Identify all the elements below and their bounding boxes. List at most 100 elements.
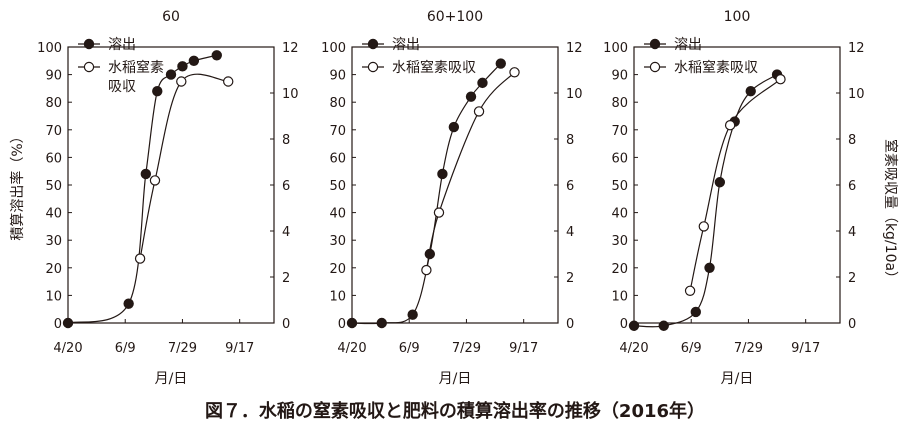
data-point-uptake [223,76,234,87]
y2-tick-label: 0 [282,317,290,332]
chart-title: 60 [162,9,180,25]
y2-tick-label: 8 [282,133,290,148]
y2-tick-label: 2 [282,271,290,286]
y-tick-label: 0 [338,317,346,332]
data-point-uptake [134,253,146,264]
legend-marker-open [649,61,661,73]
y-tick-label: 90 [329,69,346,84]
y-axis-label-right: 窒素吸収量（kg/10a） [882,139,899,285]
x-tick-label: 4/20 [619,341,648,356]
data-point-release [140,168,152,180]
y-tick-label: 100 [321,41,346,56]
y-tick-label: 10 [329,289,346,304]
data-point-uptake [775,73,786,85]
chart-panel-0: 60 0 10 20 30 40 50 60 70 80 90 100 0 2 4 6 8 10 12 4/20 6/9… [37,9,298,387]
legend-marker-open [83,61,95,73]
series-line [351,63,502,325]
data-point-release [346,317,358,329]
series-line [633,74,778,328]
y-tick-label: 30 [329,234,346,249]
data-point-uptake [149,175,161,186]
y-tick-label: 10 [45,289,62,304]
legend-label: 溶出 [674,37,702,53]
y-tick-label: 10 [611,289,628,304]
legend-marker-filled [83,38,95,50]
series-line [425,71,515,271]
y-tick-label: 60 [611,151,628,166]
data-point-release [437,168,448,180]
data-point-uptake [509,67,520,78]
series-line [67,54,217,324]
y-tick-label: 40 [329,207,346,222]
data-point-release [407,309,418,320]
data-point-uptake [433,207,445,218]
x-tick-label: 9/17 [509,341,538,356]
y2-tick-label: 6 [566,179,574,194]
y2-tick-label: 8 [848,133,856,148]
x-tick-label: 6/9 [399,341,420,356]
y2-tick-label: 0 [848,317,856,332]
x-tick-label: 7/29 [452,341,481,356]
y-tick-label: 70 [611,124,628,139]
x-tick-label: 4/20 [53,341,82,356]
y-tick-label: 90 [611,69,628,84]
y-tick-label: 30 [45,234,62,249]
y2-tick-label: 10 [566,87,583,102]
data-point-uptake [421,264,432,276]
y-tick-label: 50 [611,179,628,194]
y2-tick-label: 12 [282,41,299,56]
data-point-release [376,317,387,329]
data-point-release [188,55,200,67]
legend-label: 水稲窒素吸収 [392,59,476,76]
figure-svg: 積算溶出率（%） 窒素吸収量（kg/10a） 60010203040506070… [9,9,899,387]
series-line [139,73,229,259]
data-point-release [690,306,702,318]
legend-marker-filled [367,38,379,50]
y-tick-label: 70 [329,124,346,139]
data-point-release [704,262,715,273]
data-point-uptake [684,285,696,296]
y-tick-label: 60 [329,151,346,166]
x-tick-label: 9/17 [225,341,254,356]
y-tick-label: 80 [45,96,62,111]
data-point-release [165,69,177,80]
x-axis-label: 月/日 [155,371,188,387]
x-tick-label: 6/9 [681,341,702,356]
legend-marker-filled [649,38,661,50]
x-tick-label: 4/20 [337,341,366,356]
data-point-release [745,85,756,97]
series-line [689,78,781,291]
chart-panel-2: 100 0 10 20 30 40 50 60 70 80 90 100 0 2 4 6 8 10 12 4/20 6/… [603,9,864,387]
x-axis-label: 月/日 [721,371,754,387]
data-point-release [465,91,477,102]
x-tick-label: 7/29 [168,341,197,356]
y-tick-label: 20 [45,262,62,277]
data-point-release [152,85,163,97]
y2-tick-label: 10 [282,87,299,102]
data-point-release [211,50,222,61]
legend-label: 水稲窒素 [108,59,164,76]
y-tick-label: 60 [45,151,62,166]
plot-frame [351,46,559,324]
y-tick-label: 80 [611,96,628,111]
y-tick-label: 30 [611,234,628,249]
y2-tick-label: 8 [566,133,574,148]
data-point-release [62,317,74,329]
y2-tick-label: 12 [566,41,583,56]
x-axis-label: 月/日 [439,371,472,387]
y2-tick-label: 6 [282,179,290,194]
y-axis-label-left: 積算溶出率（%） [9,129,26,240]
y2-tick-label: 4 [282,225,290,240]
legend-label: 溶出 [392,37,420,53]
x-tick-label: 6/9 [115,341,136,356]
y2-tick-label: 2 [848,271,856,286]
data-point-uptake [176,76,187,87]
y-tick-label: 0 [54,317,62,332]
chart-title: 100 [724,9,751,25]
data-point-release [477,77,488,89]
y-tick-label: 70 [45,124,62,139]
data-point-release [658,320,669,331]
legend-label: 水稲窒素吸収 [674,59,758,76]
data-point-release [123,298,134,309]
y-tick-label: 100 [37,41,62,56]
